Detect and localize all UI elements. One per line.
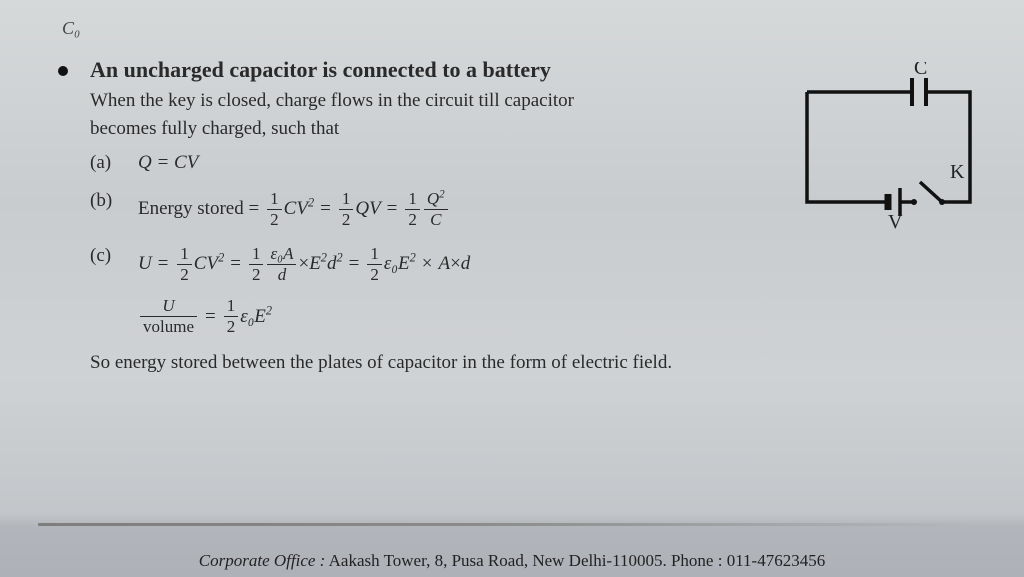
item-a-label: (a) <box>90 152 124 174</box>
eq-b1: = <box>320 198 331 220</box>
frac-c3: ε₀Ad <box>267 245 296 284</box>
times-c2: × <box>422 253 433 275</box>
circuit-label-c: C <box>914 62 927 79</box>
frac-c2: 12 <box>249 245 264 284</box>
term-b1: CV2 <box>284 198 314 220</box>
page-footer: Corporate Office : Aakash Tower, 8, Pusa… <box>0 513 1024 577</box>
circuit-diagram: C K V <box>792 62 982 232</box>
footer-address: Aakash Tower, 8, Pusa Road, New Delhi-11… <box>325 551 825 570</box>
term-c2: E2d2 <box>309 253 342 275</box>
frac-c1: 12 <box>177 245 192 284</box>
frac-b2-den: 2 <box>339 211 354 229</box>
term-c4: ε₀E2 <box>384 253 416 275</box>
frac-b4-num: Q2 <box>424 190 448 208</box>
frac-c4: 12 <box>367 245 382 284</box>
frac-b4: Q2 C <box>424 190 448 229</box>
page-scan: { "top_fragment": "C₀", "heading": "An u… <box>0 0 1024 577</box>
circuit-label-v: V <box>888 211 903 232</box>
intro-line-2: becomes fully charged, such that <box>90 118 339 139</box>
footer-office-label: Corporate Office : <box>199 551 326 570</box>
frac-b1-den: 2 <box>267 211 282 229</box>
item-b-label: (b) <box>90 190 124 212</box>
frac-b4-den: C <box>427 211 444 229</box>
item-b-prefix: Energy stored = <box>138 198 259 220</box>
frac-b2-num: 1 <box>339 190 354 208</box>
frac-b1: 1 2 <box>267 190 282 229</box>
item-a-expr: Q = CV <box>138 152 198 174</box>
eq-c2: = <box>349 253 360 275</box>
frac-b3-num: 1 <box>405 190 420 208</box>
eq-b2: = <box>387 198 398 220</box>
term-c5: A <box>438 253 450 275</box>
item-c-label: (c) <box>90 245 124 267</box>
item-b-expr: Energy stored = 1 2 CV2 = 1 2 <box>138 190 450 229</box>
frac-b2: 1 2 <box>339 190 354 229</box>
term-b2: QV <box>355 198 380 220</box>
term-c1: CV2 <box>194 253 224 275</box>
frac-b3-den: 2 <box>405 211 420 229</box>
term-c6: d <box>461 253 471 275</box>
eq-c1: = <box>230 253 241 275</box>
frac-c-line2-half: 1 2 <box>224 297 239 336</box>
conclusion-text: So energy stored between the plates of c… <box>90 352 980 374</box>
term-c-line2: ε₀E2 <box>240 306 272 328</box>
footer-separator <box>38 523 976 526</box>
item-c-expr: U = 12 CV2 = 12 ε₀Ad × E2d2 = 12 ε₀E2 × <box>138 245 470 336</box>
times-c1: × <box>298 253 309 275</box>
times-c3: × <box>450 253 461 275</box>
item-c-lead: U = <box>138 253 169 275</box>
footer-text: Corporate Office : Aakash Tower, 8, Pusa… <box>199 551 825 571</box>
frac-c-line2-left: U volume <box>140 297 197 336</box>
eq-c-line2: = <box>205 306 216 328</box>
intro-line-1: When the key is closed, charge flows in … <box>90 90 574 111</box>
circuit-label-k: K <box>950 161 965 183</box>
bullet-dot <box>58 66 68 76</box>
item-c: (c) U = 12 CV2 = 12 ε₀Ad × E2d2 = 12 <box>90 245 980 336</box>
frac-b3: 1 2 <box>405 190 420 229</box>
previous-page-fragment: C₀ <box>62 18 980 39</box>
frac-b1-num: 1 <box>267 190 282 208</box>
